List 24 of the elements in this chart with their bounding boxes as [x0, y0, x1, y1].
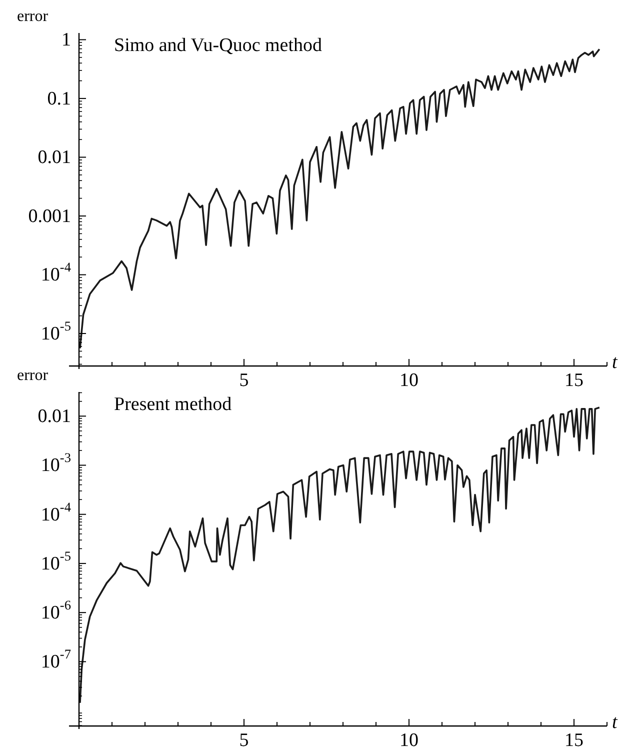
- y-tick-label: 0.01: [38, 406, 71, 427]
- x-tick-label: 5: [239, 730, 249, 747]
- y-tick-label: 10$^{-5}$: [40, 318, 72, 344]
- y-tick-label: 10$^{-5}$: [40, 548, 72, 574]
- y-tick-label: 10$^{-7}$: [40, 646, 72, 672]
- y-tick-label: 1: [62, 29, 71, 50]
- y-tick-label: 10$^{-6}$: [40, 598, 72, 624]
- chart-title: Present method: [114, 394, 232, 415]
- y-tick-label: 10$^{-4}$: [40, 499, 72, 525]
- y-tick-label: 0.01: [38, 146, 71, 168]
- y-tick-label: 0.1: [47, 88, 71, 109]
- y-axis-title: error: [17, 367, 49, 384]
- x-tick-label: 5: [239, 370, 249, 391]
- x-tick-label: 10: [400, 370, 418, 391]
- x-tick-label: 15: [564, 370, 584, 391]
- y-axis-title: error: [17, 8, 49, 25]
- y-tick-label: 10$^{-3}$: [40, 450, 72, 476]
- x-axis-title: t: [612, 712, 618, 733]
- x-tick-label: 10: [400, 730, 418, 747]
- y-tick-label: 0.001: [28, 205, 71, 226]
- y-tick-label: 10$^{-4}$: [40, 260, 72, 286]
- x-axis-title: t: [612, 352, 618, 373]
- x-tick-label: 15: [564, 730, 584, 747]
- chart-title: Simo and Vu-Quoc method: [114, 35, 323, 56]
